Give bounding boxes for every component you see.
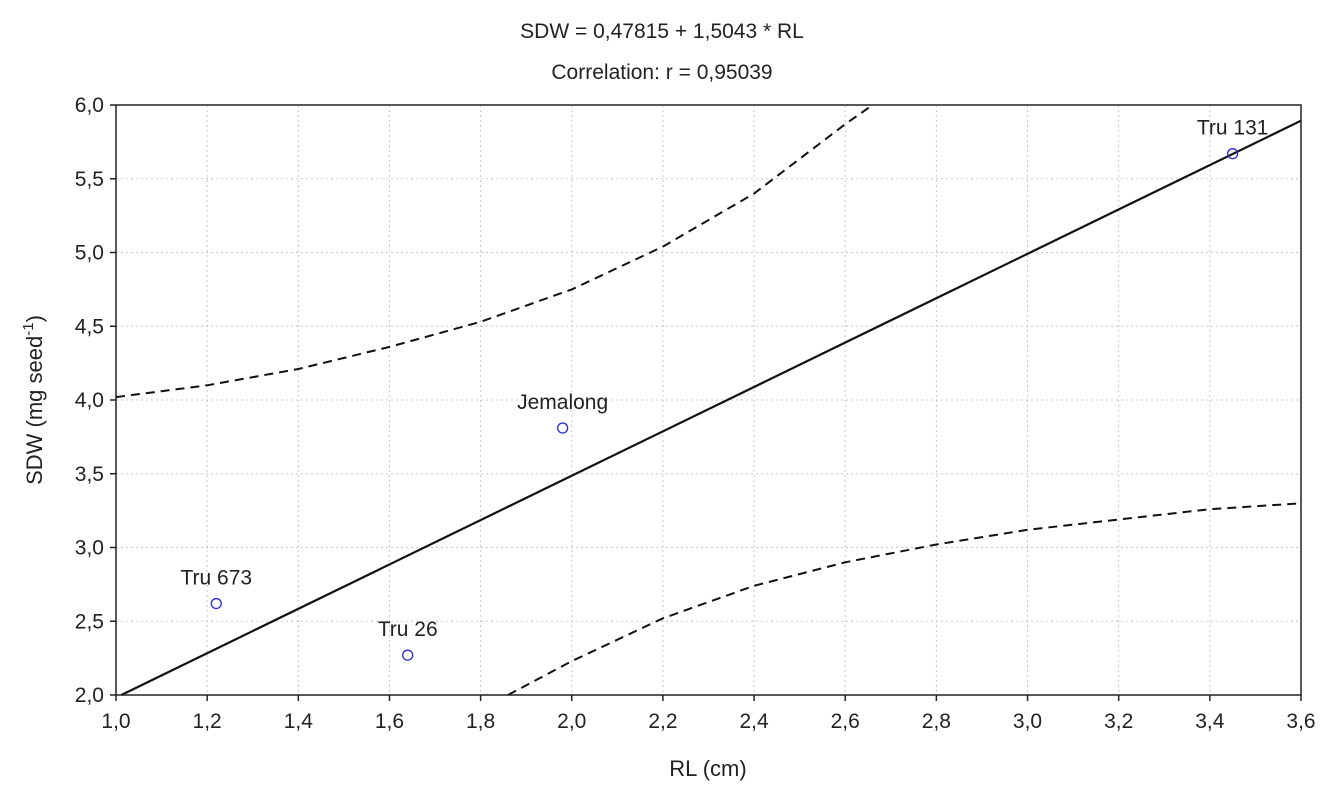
chart-title: SDW = 0,47815 + 1,5043 * RL: [520, 20, 804, 43]
x-tick-label: 3,6: [1286, 710, 1315, 733]
x-tick-label: 3,0: [1013, 710, 1042, 733]
x-tick-label: 2,0: [557, 710, 586, 733]
data-point-label: Tru 26: [378, 618, 438, 641]
chart-subtitle: Correlation: r = 0,95039: [551, 61, 772, 84]
data-point: [210, 597, 222, 610]
y-tick-label: 3,0: [75, 537, 104, 560]
data-points: Tru 673 Tru 26 Jemalong Tru 131: [180, 117, 1268, 661]
y-tick-label: 3,5: [75, 463, 104, 486]
data-point: [402, 649, 414, 661]
upper-confidence-band: [115, 104, 874, 399]
x-axis-ticks: 1,0 1,2 1,4 1,6 1,8 2,0 2,2 2,4 2,6 2,8 3,0 3,2 3,4 3…: [101, 695, 1316, 733]
x-tick-label: 1,2: [193, 710, 222, 733]
data-point-label: Tru 673: [180, 567, 252, 590]
x-axis-label: RL (cm): [669, 756, 746, 781]
x-tick-label: 1,4: [284, 710, 314, 733]
x-tick-label: 1,8: [466, 710, 495, 733]
y-axis-label: SDW (mg seed-1): [20, 315, 47, 485]
y-tick-label: 4,0: [75, 389, 104, 412]
regression-line-group: [120, 119, 1302, 696]
x-tick-label: 2,6: [831, 710, 860, 733]
x-tick-label: 2,4: [739, 710, 769, 733]
x-tick-label: 2,8: [922, 710, 951, 733]
confidence-bands: [115, 104, 1302, 696]
x-tick-label: 1,0: [101, 710, 130, 733]
data-point-label: Tru 131: [1197, 117, 1269, 140]
plot-area-frame: [115, 104, 1302, 696]
y-axis-ticks: 2,0 2,5 3,0 3,5 4,0 4,5 5,0 5,5 6,0: [75, 94, 116, 707]
data-point: [1226, 148, 1239, 160]
x-tick-label: 3,4: [1195, 710, 1225, 733]
y-axis-label-main: SDW (mg seed: [22, 336, 47, 485]
data-point-label: Jemalong: [517, 391, 608, 414]
regression-line: [120, 119, 1302, 696]
x-tick-label: 1,6: [375, 710, 404, 733]
lower-confidence-band: [507, 502, 1302, 696]
x-tick-label: 2,2: [648, 710, 677, 733]
y-tick-label: 4,5: [75, 315, 104, 338]
y-tick-label: 6,0: [75, 94, 104, 117]
y-tick-label: 2,0: [75, 684, 104, 707]
y-axis-label-superscript: -1: [20, 322, 37, 335]
y-tick-label: 2,5: [75, 610, 104, 633]
data-point: [557, 422, 569, 434]
y-axis-label-close: ): [22, 315, 47, 322]
y-tick-label: 5,5: [75, 168, 104, 191]
x-tick-label: 3,2: [1104, 710, 1133, 733]
grid: [116, 105, 1301, 695]
y-tick-label: 5,0: [75, 242, 104, 265]
